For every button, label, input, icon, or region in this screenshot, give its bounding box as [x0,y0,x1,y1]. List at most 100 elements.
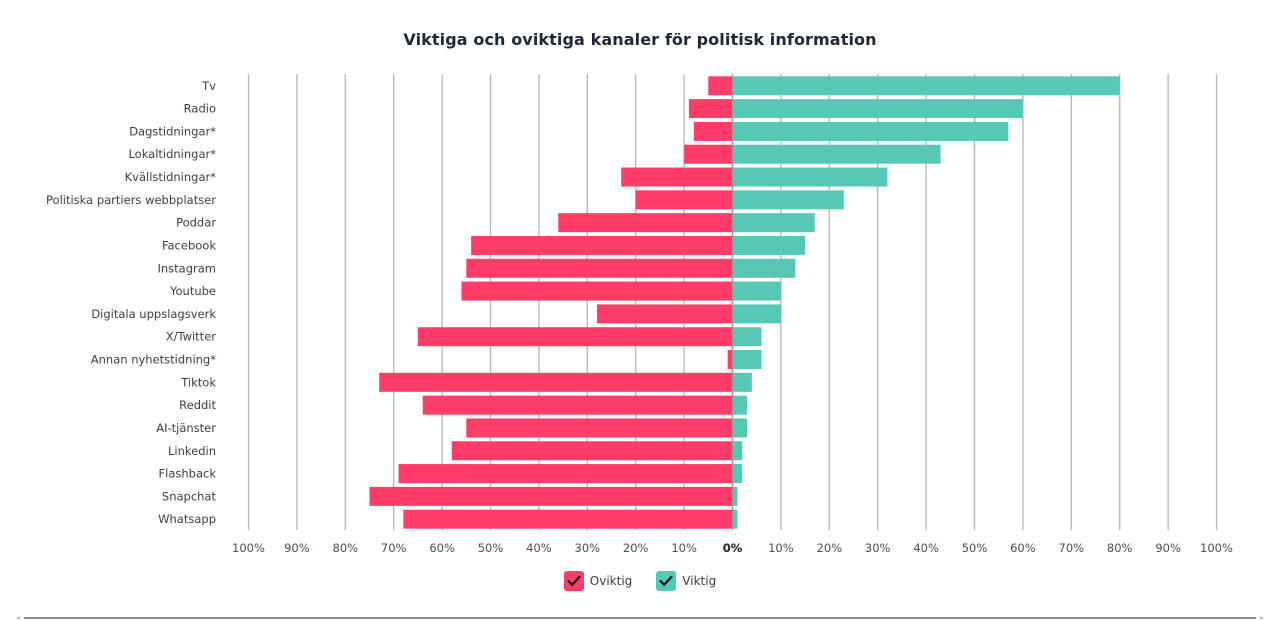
legend-swatch-viktig [656,571,677,591]
x-tick-label-right: 20% [817,541,843,555]
bar-viktig[interactable] [732,441,743,461]
checkmark-icon [567,575,581,586]
horizontal-scrollbar[interactable] [17,617,1263,620]
legend: Oviktig Viktig [0,571,1280,591]
bar-oviktig[interactable] [422,395,733,415]
chart-title: Viktiga och oviktiga kanaler för politis… [403,30,877,49]
x-axis-ticks: 100% 90% 80% 70% 60% 50% 40% 30% 20% 10% 0%0% 10% 20… [232,541,1233,555]
bar-oviktig[interactable] [596,304,733,324]
x-tick-label-right: 10% [768,541,794,555]
x-tick-label-left: 50% [478,541,504,555]
category-label: AI-tjänster [156,421,216,435]
bars [369,74,1120,530]
bar-viktig[interactable] [732,372,752,392]
bar-viktig[interactable] [732,486,738,506]
category-label: Poddar [176,216,216,230]
bar-viktig[interactable] [732,213,815,233]
category-label: Kvällstidningar* [125,170,217,184]
bar-oviktig[interactable] [461,281,733,301]
x-tick-label-right: 60% [1010,541,1036,555]
x-tick-label-left: 40% [526,541,552,555]
x-tick-label-right: 50% [962,541,988,555]
scrollbar-left-cap [17,617,20,619]
bar-viktig[interactable] [732,395,748,415]
bar-oviktig[interactable] [471,235,733,255]
bar-viktig[interactable] [732,327,762,347]
bar-viktig[interactable] [732,144,941,164]
category-label: Tv [201,79,216,93]
bar-oviktig[interactable] [398,464,733,484]
category-label: Instagram [157,261,216,275]
category-label: Tiktok [180,375,216,389]
bar-oviktig[interactable] [369,486,733,506]
bar-viktig[interactable] [732,418,748,438]
bar-viktig[interactable] [732,464,743,484]
bar-viktig[interactable] [732,304,781,324]
category-labels: Tv Radio Dagstidningar* Lokaltidningar* Kväl… [46,79,216,526]
bar-viktig[interactable] [732,509,738,529]
bar-oviktig[interactable] [403,509,733,529]
legend-item-oviktig[interactable]: Oviktig [563,571,633,591]
bar-oviktig[interactable] [688,99,733,119]
category-label: Linkedin [168,444,216,458]
category-label: Annan nyhetstidning* [91,353,216,367]
bar-viktig[interactable] [732,258,796,278]
category-label: X/Twitter [166,330,217,344]
category-label: Digitala uppslagsverk [91,307,216,321]
bar-oviktig[interactable] [558,213,733,233]
x-tick-label-left: 10% [671,541,697,555]
x-tick-label-right: 80% [1107,541,1133,555]
category-label: Radio [184,102,216,116]
bar-viktig[interactable] [732,350,762,370]
bar-oviktig[interactable] [466,418,733,438]
x-tick-label-right: 40% [913,541,939,555]
bar-oviktig[interactable] [684,144,733,164]
x-tick-label-left: 100% [232,541,265,555]
x-tick-label-right: 100% [1200,541,1233,555]
category-label: Facebook [162,238,216,252]
bar-oviktig[interactable] [466,258,733,278]
scrollbar-right-cap [1260,617,1263,619]
category-label: Reddit [179,398,216,412]
bar-oviktig[interactable] [635,190,733,210]
checkmark-icon [659,575,673,586]
bar-oviktig[interactable] [417,327,733,347]
x-tick-label-right: 0% [723,541,743,555]
category-label: Snapchat [162,489,217,503]
bar-viktig[interactable] [732,167,888,187]
legend-swatch-oviktig [563,571,584,591]
bar-viktig[interactable] [732,99,1023,119]
legend-item-viktig[interactable]: Viktig [656,571,716,591]
x-tick-label-left: 60% [429,541,455,555]
x-tick-label-left: 30% [575,541,601,555]
x-tick-label-right: 90% [1155,541,1181,555]
category-label: Politiska partiers webbplatser [46,193,216,207]
x-tick-label-left: 90% [284,541,310,555]
bar-oviktig[interactable] [379,372,733,392]
x-tick-label-left: 0% [723,541,743,555]
legend-label-viktig: Viktig [682,574,717,588]
x-tick-label-left: 80% [333,541,359,555]
bar-oviktig[interactable] [693,121,733,141]
category-label: Lokaltidningar* [128,147,216,161]
x-tick-label-right: 70% [1059,541,1085,555]
bar-oviktig[interactable] [451,441,733,461]
category-label: Youtube [169,284,216,298]
category-label: Whatsapp [158,512,216,526]
category-label: Dagstidningar* [129,124,216,138]
scrollbar-thumb[interactable] [24,617,1256,619]
bar-oviktig[interactable] [708,76,733,96]
bar-oviktig[interactable] [621,167,733,187]
bar-viktig[interactable] [732,235,806,255]
category-label: Flashback [159,467,217,481]
bar-viktig[interactable] [732,121,1009,141]
bar-viktig[interactable] [732,76,1120,96]
x-tick-label-right: 30% [865,541,891,555]
bar-oviktig[interactable] [727,350,733,370]
legend-label-oviktig: Oviktig [589,574,633,588]
bar-viktig[interactable] [732,281,781,301]
x-tick-label-left: 20% [623,541,649,555]
bar-viktig[interactable] [732,190,844,210]
